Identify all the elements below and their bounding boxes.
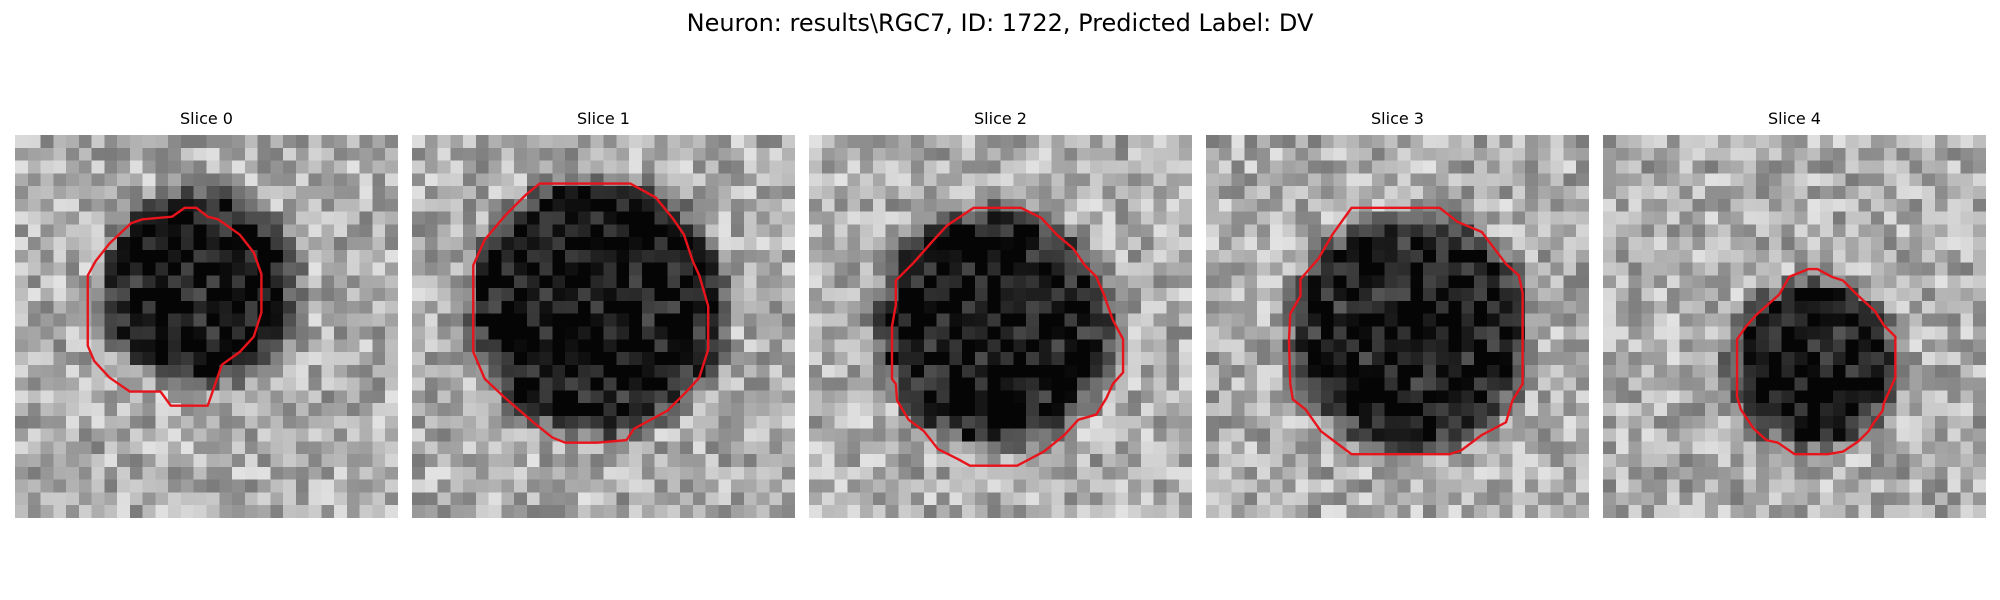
cell-contour — [1737, 269, 1895, 454]
cell-contour — [1289, 208, 1523, 454]
slice-title: Slice 3 — [1371, 109, 1424, 128]
cell-contour-overlay — [809, 135, 1192, 518]
slice-title: Slice 2 — [974, 109, 1027, 128]
slice-panel-3: Slice 3 — [1206, 108, 1589, 518]
cell-contour-overlay — [1206, 135, 1589, 518]
cell-contour-overlay — [15, 135, 398, 518]
slice-panel-2: Slice 2 — [809, 108, 1192, 518]
slice-image — [412, 135, 795, 518]
slice-title: Slice 1 — [577, 109, 630, 128]
slice-panel-1: Slice 1 — [412, 108, 795, 518]
slice-panel-4: Slice 4 — [1603, 108, 1986, 518]
cell-contour — [892, 208, 1123, 466]
cell-contour — [473, 184, 708, 443]
cell-contour-overlay — [412, 135, 795, 518]
slice-panel-0: Slice 0 — [15, 108, 398, 518]
slice-title: Slice 4 — [1768, 109, 1821, 128]
slice-title: Slice 0 — [180, 109, 233, 128]
cell-contour-overlay — [1603, 135, 1986, 518]
cell-contour — [88, 208, 262, 406]
slice-image — [809, 135, 1192, 518]
figure-title: Neuron: results\RGC7, ID: 1722, Predicte… — [686, 9, 1314, 37]
slice-image — [15, 135, 398, 518]
